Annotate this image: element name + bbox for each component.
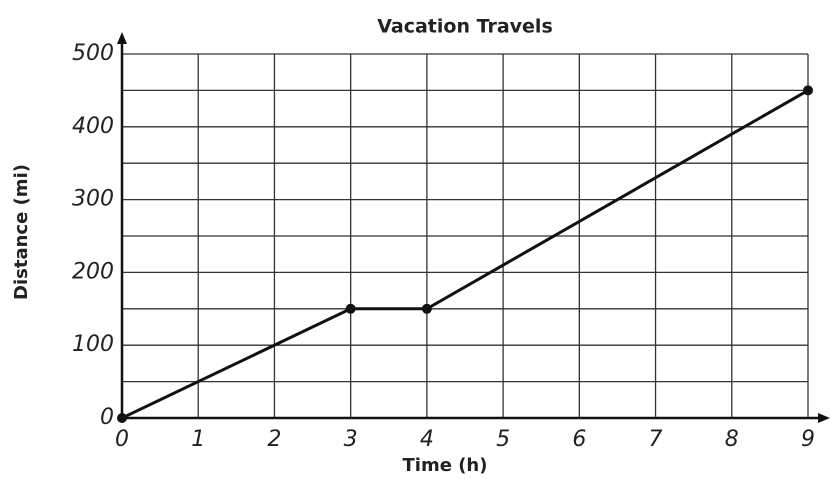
y-tick-label: 300 [72,187,114,212]
x-tick-label: 9 [801,427,815,452]
point [345,303,356,314]
x-tick-label: 7 [649,427,663,452]
x-tick-label: 6 [572,427,586,452]
x-tick-label: 2 [267,427,281,452]
x-tick-label: 0 [115,427,129,452]
x-axis-label: Time (h) [403,455,488,476]
line [121,89,809,420]
x-axis-arrow [818,413,830,423]
x-tick-label: 8 [725,427,739,452]
y-axis-label: Distance (mi) [11,164,32,300]
y-tick-label: 400 [72,114,114,139]
x-tick-label: 5 [496,427,510,452]
chart-title: Vacation Travels [377,16,553,38]
y-tick-label: 500 [72,41,114,66]
y-tick-label: 0 [100,405,114,430]
x-tick-label: 4 [420,427,434,452]
point [117,413,127,423]
x-tick-label: 3 [344,427,358,452]
point [421,303,432,314]
x-tick-label: 1 [191,427,205,452]
point [803,85,813,96]
y-axis-arrow [117,32,127,44]
y-tick-label: 100 [72,332,114,357]
y-tick-label: 200 [72,259,114,284]
